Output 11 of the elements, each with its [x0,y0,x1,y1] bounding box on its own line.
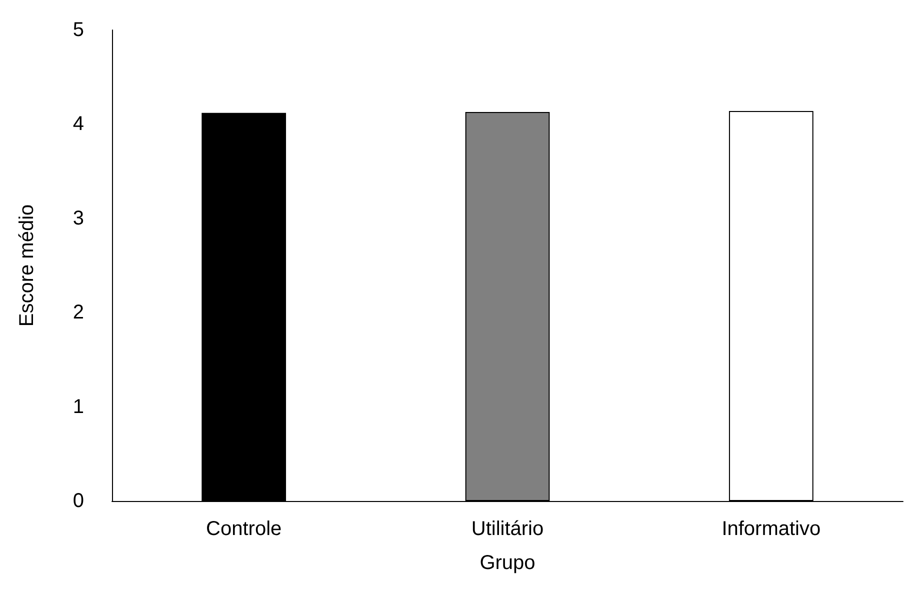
x-axis-title: Grupo [480,552,536,574]
y-tick-label: 1 [72,396,84,418]
y-tick-label: 5 [72,19,84,41]
y-axis-title: Escore médio [16,204,38,327]
y-tick-label: 3 [72,207,84,230]
y-tick-label: 4 [72,113,84,136]
x-tick-label: Utilitário [471,518,544,540]
x-tick-label: Controle [206,518,282,540]
y-tick-label: 0 [72,490,84,512]
x-tick-label: Informativo [722,518,821,540]
y-tick-label: 2 [72,302,84,324]
